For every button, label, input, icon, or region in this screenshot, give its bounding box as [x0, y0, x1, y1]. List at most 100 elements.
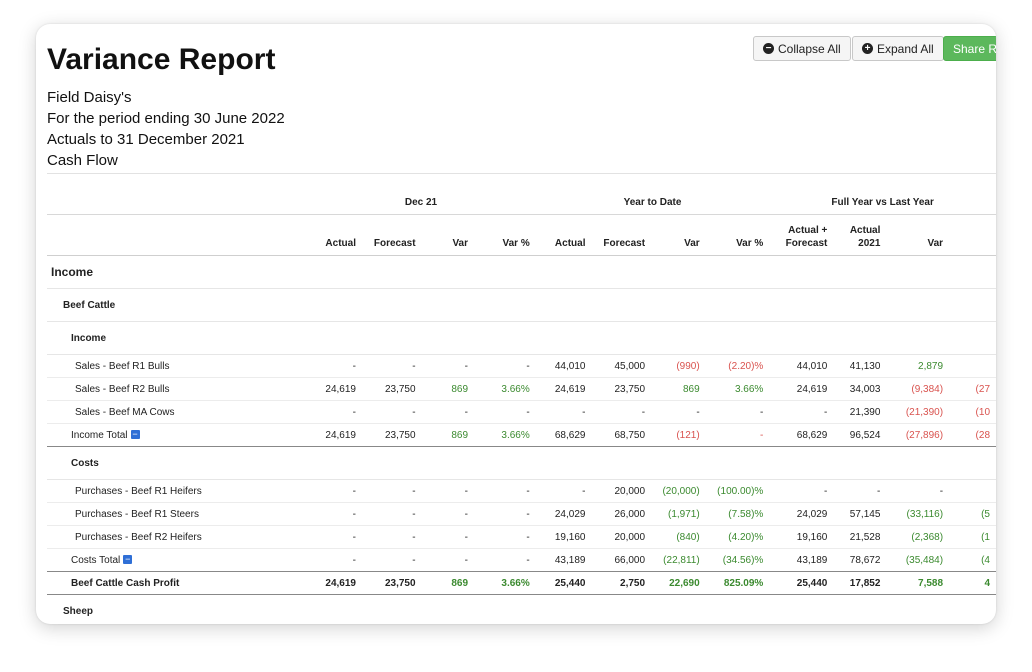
table-cell: (28 [949, 423, 996, 447]
plus-circle-icon: + [862, 43, 873, 54]
table-cell: 20,000 [591, 479, 652, 503]
table-cell: 2,879 [886, 354, 950, 378]
section-row: Costs [47, 446, 996, 480]
table-cell: - [474, 502, 536, 526]
column-header-line2: Forecast [373, 238, 416, 249]
table-row: Sales - Beef R1 Bulls - - - -44,010 45,000 (99… [47, 354, 996, 378]
table-cell: 68,629 [535, 423, 592, 447]
table-cell: - [535, 400, 592, 424]
table-cell: 45,000 [591, 354, 652, 378]
table-cell: - [474, 400, 536, 424]
table-cell: - [591, 400, 652, 424]
row-label: Purchases - Beef R2 Heifers [75, 531, 202, 543]
table-cell: - [361, 479, 422, 503]
table-cell: 23,750 [361, 377, 422, 401]
column-header [949, 214, 996, 256]
table-cell: 3.66% [474, 423, 536, 447]
farm-name: Field Daisy's [47, 89, 132, 106]
table-cell: (20,000) [651, 479, 706, 503]
table-cell: - [769, 479, 834, 503]
table-cell: (4 [949, 548, 996, 572]
column-header-line2: Forecast [785, 238, 828, 249]
column-header-line2: 2021 [858, 238, 881, 249]
table-cell: 24,619 [306, 377, 362, 401]
row-label-cell: Costs Total − [47, 548, 307, 572]
table-row: Purchases - Beef R1 Heifers - - - - -20,000 (2… [47, 479, 996, 503]
column-header-line2: Var [927, 238, 944, 249]
share-report-button[interactable]: Share Re [943, 36, 996, 61]
section-row: Income [47, 321, 996, 355]
table-cell: 26,000 [591, 502, 652, 526]
section-label: Costs [47, 446, 996, 480]
row-label: Purchases - Beef R1 Steers [75, 508, 199, 520]
column-header-line2: Forecast [603, 238, 646, 249]
table-cell: 869 [651, 377, 706, 401]
table-cell: - [361, 354, 422, 378]
table-cell: 34,003 [833, 377, 887, 401]
total-row: Costs Total − - - - -43,189 66,000 (22,811) (34.… [47, 548, 996, 572]
collapse-group-icon[interactable]: − [123, 554, 133, 565]
column-header-line1: Actual + [788, 225, 828, 236]
table-cell: 41,130 [833, 354, 887, 378]
column-header: Var [421, 214, 475, 256]
table-cell: 24,029 [769, 502, 834, 526]
row-label-cell: Purchases - Beef R2 Heifers [47, 525, 307, 549]
table-row: Sales - Beef MA Cows - - - - - - - - -21,390 (21,3… [47, 400, 996, 424]
table-cell: (4.20)% [705, 525, 770, 549]
minus-circle-icon: − [763, 43, 774, 54]
table-cell: 20,000 [591, 525, 652, 549]
report-type-label: Cash Flow [47, 152, 118, 169]
expand-all-label: Expand All [877, 41, 934, 56]
table-cell: 21,390 [833, 400, 887, 424]
table-cell: 4 [949, 571, 996, 595]
row-label: Beef Cattle Cash Profit [71, 577, 180, 589]
table-cell: 3.66% [474, 377, 536, 401]
report-window: Variance Report Field Daisy's For the pe… [36, 24, 996, 624]
table-cell: 23,750 [361, 423, 422, 447]
table-cell: - [474, 479, 536, 503]
page-title: Variance Report [47, 43, 276, 76]
table-cell: - [306, 354, 362, 378]
column-header-line2: Var % [736, 238, 764, 249]
column-header-line1: Actual [849, 225, 881, 236]
table-cell: 57,145 [833, 502, 887, 526]
section-label: Sheep [47, 594, 996, 624]
table-cell: - [474, 354, 536, 378]
table-cell: 869 [421, 571, 475, 595]
table-cell: 7,588 [886, 571, 950, 595]
collapse-group-icon[interactable]: − [130, 429, 140, 440]
table-cell: - [421, 354, 475, 378]
row-label-cell: Sales - Beef MA Cows [47, 400, 307, 424]
table-cell: (121) [651, 423, 706, 447]
table-cell: - [306, 525, 362, 549]
column-header: Actual [535, 214, 592, 256]
expand-all-button[interactable]: + Expand All [852, 36, 944, 61]
table-cell: - [421, 548, 475, 572]
variance-table: Dec 21 Year to Date Full Year vs Last Year… [47, 190, 996, 624]
table-cell: (990) [651, 354, 706, 378]
table-cell: 78,672 [833, 548, 887, 572]
table-cell [949, 479, 996, 503]
table-cell: - [769, 400, 834, 424]
collapse-all-button[interactable]: − Collapse All [753, 36, 851, 61]
table-row: Purchases - Beef R1 Steers - - - -24,029 26,0… [47, 502, 996, 526]
section-row: Sheep [47, 594, 996, 624]
section-label: Income [47, 321, 996, 355]
table-cell: (10 [949, 400, 996, 424]
row-label: Sales - Beef R1 Bulls [75, 360, 170, 372]
actuals-label: Actuals to 31 December 2021 [47, 131, 245, 148]
row-label: Income Total [71, 429, 128, 441]
column-header: Actual [306, 214, 362, 256]
column-header: Actual 2021 [833, 214, 887, 256]
row-label: Costs Total [71, 554, 121, 566]
column-header-row: Actual Forecast Var Var % Actual Forecast Var V… [47, 214, 996, 256]
table-cell: 44,010 [535, 354, 592, 378]
column-header-line2: Actual [554, 238, 586, 249]
section-row: Beef Cattle [47, 288, 996, 322]
table-cell: - [705, 400, 770, 424]
table-cell: 2,750 [591, 571, 652, 595]
row-label-cell: Purchases - Beef R1 Steers [47, 502, 307, 526]
row-label-cell: Sales - Beef R2 Bulls [47, 377, 307, 401]
table-cell: 68,750 [591, 423, 652, 447]
table-cell: 24,619 [306, 423, 362, 447]
